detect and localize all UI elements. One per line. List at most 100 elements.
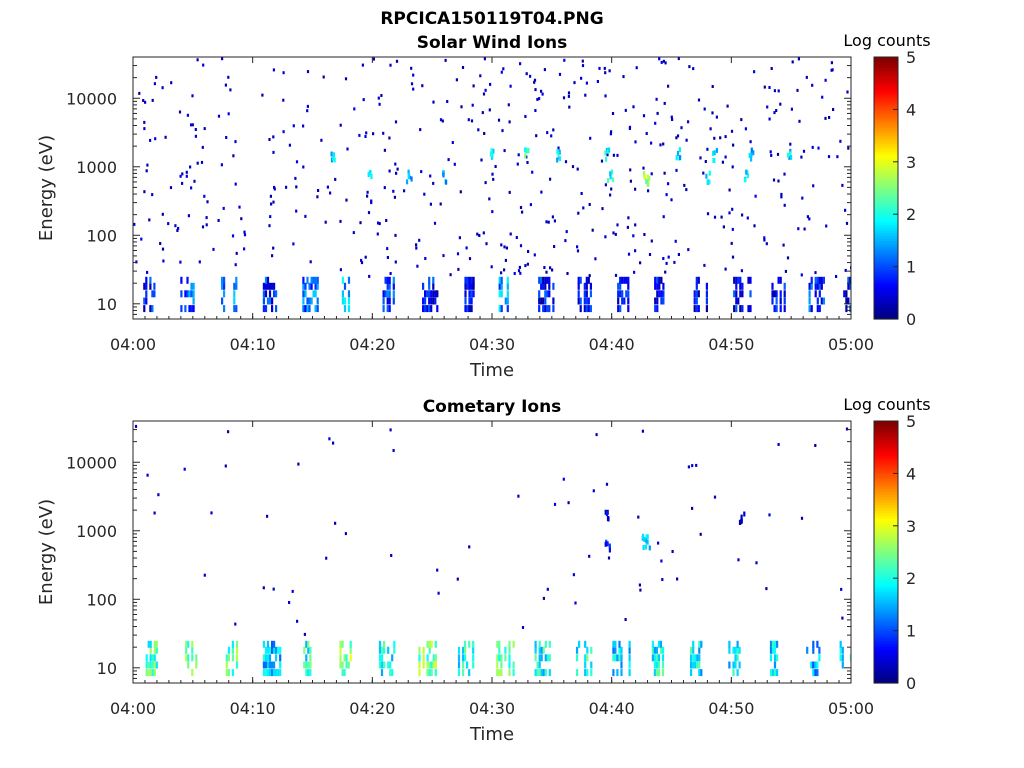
- band-cell: [273, 282, 276, 290]
- noise-cell: [632, 234, 635, 238]
- noise-cell: [386, 247, 389, 251]
- noise-cell: [437, 591, 440, 595]
- noise-cell: [639, 261, 642, 265]
- band-cell: [657, 669, 661, 677]
- noise-cell: [415, 246, 418, 250]
- noise-cell: [541, 92, 544, 96]
- colorbar-cell: [874, 258, 898, 262]
- colorbar-cell: [874, 67, 898, 71]
- hot-cell: [740, 518, 743, 524]
- band-cell: [422, 654, 425, 662]
- band-cell: [426, 654, 429, 662]
- noise-cell: [635, 66, 638, 70]
- band-cell: [542, 305, 545, 313]
- colorbar-cell: [874, 206, 898, 210]
- y-tick-label: 100: [86, 590, 117, 609]
- noise-cell: [205, 216, 208, 220]
- hot-cell: [332, 152, 335, 158]
- band-cell: [192, 297, 195, 305]
- band-cell: [616, 669, 619, 677]
- band-cell: [654, 297, 657, 305]
- band-cell: [195, 661, 198, 669]
- noise-cell: [777, 179, 780, 183]
- noise-cell: [812, 184, 815, 188]
- band-cell: [268, 661, 272, 669]
- colorbar-cell: [874, 62, 898, 66]
- noise-cell: [339, 268, 342, 272]
- colorbar-cell: [874, 669, 898, 674]
- colorbar-cell: [874, 672, 898, 676]
- noise-cell: [805, 75, 808, 79]
- noise-cell: [670, 198, 673, 202]
- band-cell: [614, 640, 617, 648]
- band-cell: [153, 282, 156, 290]
- noise-cell: [740, 269, 743, 273]
- band-cell: [779, 297, 782, 305]
- band-cell: [275, 646, 278, 654]
- noise-cell: [272, 246, 275, 250]
- hot-cell: [524, 147, 527, 153]
- band-cell: [192, 282, 195, 290]
- hot-cell: [611, 177, 614, 183]
- noise-cell: [674, 239, 677, 243]
- noise-cell: [703, 107, 706, 111]
- colorbar-cell: [874, 507, 898, 511]
- x-tick-label: 05:00: [828, 335, 874, 354]
- noise-cell: [501, 129, 504, 133]
- hot-cell: [330, 157, 334, 163]
- band-cell: [773, 669, 777, 677]
- hot-cell: [606, 178, 610, 184]
- band-cell: [818, 305, 821, 313]
- band-cell: [343, 297, 347, 305]
- noise-cell: [231, 234, 235, 238]
- band-cell: [697, 305, 700, 313]
- noise-cell: [220, 163, 223, 167]
- hot-cell: [442, 172, 445, 178]
- band-cell: [472, 661, 475, 669]
- hot-cell: [330, 151, 333, 157]
- band-cell: [304, 282, 307, 290]
- band-cell: [312, 276, 315, 284]
- band-cell: [732, 669, 735, 677]
- band-cell: [741, 290, 744, 298]
- noise-cell: [550, 134, 553, 138]
- band-cell: [698, 646, 701, 654]
- noise-cell: [489, 82, 492, 86]
- noise-cell: [441, 119, 444, 123]
- colorbar-cell: [874, 552, 898, 556]
- band-cell: [585, 290, 588, 298]
- band-cell: [464, 290, 467, 298]
- colorbar-cell: [874, 180, 898, 184]
- noise-cell: [642, 166, 645, 170]
- noise-cell: [334, 521, 337, 525]
- hot-cell: [489, 151, 492, 157]
- band-cell: [470, 290, 473, 298]
- noise-cell: [203, 127, 206, 131]
- band-cell: [184, 305, 187, 313]
- noise-cell: [146, 163, 149, 167]
- band-cell: [852, 647, 854, 654]
- band-cell: [847, 282, 850, 290]
- y-tick-label: 100: [86, 226, 117, 245]
- noise-cell: [504, 258, 507, 262]
- hot-cell: [333, 157, 336, 163]
- y-tick-label: 10000: [66, 89, 117, 108]
- colorbar-cell: [874, 578, 898, 582]
- noise-cell: [687, 120, 690, 124]
- noise-cell: [634, 187, 637, 191]
- band-cell: [508, 654, 511, 662]
- colorbar-cell: [874, 117, 898, 121]
- band-cell: [841, 654, 844, 662]
- noise-cell: [304, 214, 307, 218]
- noise-cell: [429, 174, 432, 178]
- band-cell: [546, 305, 549, 313]
- band-cell: [147, 669, 150, 677]
- band-cell: [808, 282, 811, 290]
- hot-cell: [645, 538, 648, 544]
- noise-cell: [472, 84, 475, 88]
- band-cell: [776, 640, 779, 648]
- band-cell: [464, 305, 467, 313]
- noise-cell: [282, 71, 285, 75]
- noise-cell: [403, 189, 406, 193]
- noise-cell: [691, 506, 694, 510]
